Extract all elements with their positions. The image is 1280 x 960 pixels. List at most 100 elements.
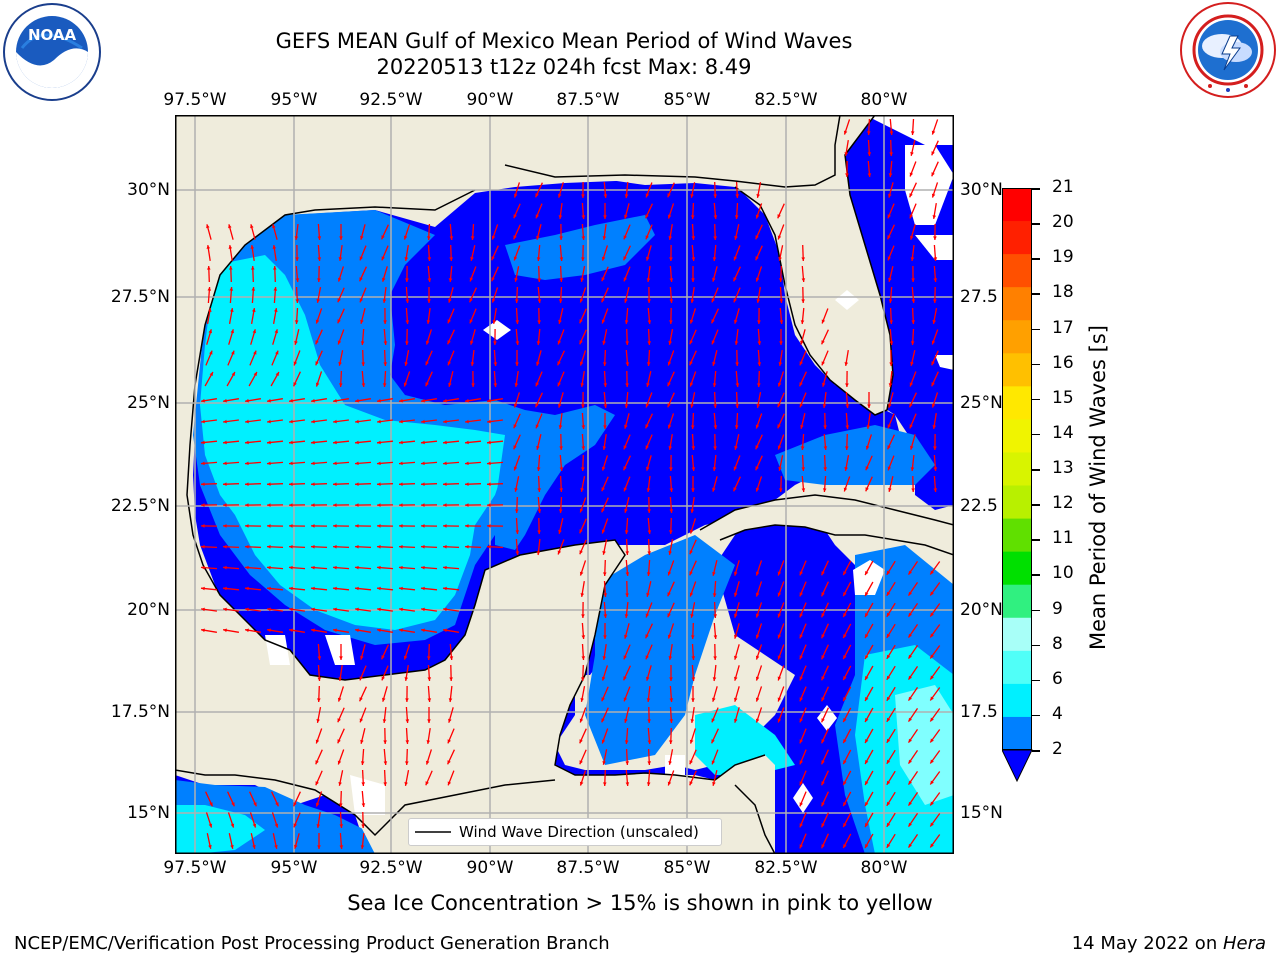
wave-direction-arrowhead <box>337 340 342 345</box>
wave-direction-arrowhead <box>360 845 365 849</box>
wave-direction-arrowhead <box>865 445 870 450</box>
wave-direction-arrowhead <box>536 361 540 366</box>
wave-direction-arrowhead <box>359 277 363 282</box>
wave-direction-arrowhead <box>711 340 715 345</box>
wave-direction-arrowhead <box>579 760 583 765</box>
wave-direction-arrowhead <box>889 341 894 345</box>
wave-direction-arrowhead <box>580 488 584 492</box>
wave-direction-arrowhead <box>223 398 227 403</box>
wave-direction-arrowhead <box>647 551 651 555</box>
wave-direction-arrowhead <box>712 571 716 576</box>
wave-direction-arrowhead <box>230 308 234 312</box>
wave-direction-arrowhead <box>933 236 937 240</box>
wave-direction-arrowhead <box>645 634 649 639</box>
wave-direction-arrowhead <box>930 591 934 596</box>
wave-direction-arrowhead <box>333 398 337 403</box>
wave-direction-arrowhead <box>689 781 693 786</box>
wave-direction-arrowhead <box>801 257 805 261</box>
wave-direction-arrowhead <box>931 382 935 387</box>
wave-direction-arrowhead <box>535 403 539 408</box>
wave-direction-arrowhead <box>315 739 320 744</box>
wave-direction-arrowhead <box>338 277 342 282</box>
wave-direction-arrowhead <box>601 529 606 534</box>
wave-direction-arrowhead <box>822 382 826 387</box>
wave-direction-arrowhead <box>799 781 803 786</box>
wave-direction-arrowhead <box>471 383 475 387</box>
wave-direction-arrowhead <box>908 570 912 575</box>
wave-direction-arrowhead <box>274 845 278 849</box>
wave-direction-arrowhead <box>229 266 233 270</box>
chart-subtitle: 20220513 t12z 024h fcst Max: 8.49 <box>376 55 752 79</box>
wave-direction-arrowhead <box>399 524 403 528</box>
wave-direction-arrowhead <box>381 235 385 240</box>
wave-direction-arrowhead <box>799 802 803 807</box>
wave-direction-arrowhead <box>930 759 934 764</box>
wave-direction-arrowhead <box>382 719 387 723</box>
wave-direction-arrowhead <box>311 482 315 486</box>
wave-direction-arrowhead <box>712 257 717 261</box>
wave-direction-arrowhead <box>865 592 869 596</box>
wave-direction-arrowhead <box>822 488 827 492</box>
wave-direction-arrowhead <box>515 551 520 555</box>
wave-direction-arrowhead <box>487 545 491 549</box>
wave-direction-arrowhead <box>602 551 606 555</box>
wave-direction-arrowhead <box>487 503 491 507</box>
wave-direction-arrowhead <box>447 319 451 324</box>
colorbar-extension <box>1001 749 1033 783</box>
wave-direction-arrowhead <box>487 482 491 486</box>
wave-direction-arrowhead <box>668 236 673 240</box>
wave-direction-arrowhead <box>355 461 359 466</box>
wave-direction-arrowhead <box>427 257 432 261</box>
wave-direction-arrowhead <box>537 530 541 534</box>
wave-direction-arrowhead <box>223 482 227 486</box>
wave-direction-arrowhead <box>289 586 293 591</box>
wave-direction-arrowhead <box>669 467 673 471</box>
wave-direction-arrowhead <box>624 214 628 219</box>
wave-direction-arrowhead <box>579 340 583 345</box>
wave-direction-arrowhead <box>734 235 738 240</box>
wave-direction-arrowhead <box>734 676 738 681</box>
wave-direction-arrowhead <box>930 843 934 848</box>
wave-direction-arrowhead <box>690 614 694 618</box>
colorbar <box>1001 188 1034 783</box>
wave-direction-arrowhead <box>252 308 256 312</box>
wave-direction-arrowhead <box>886 759 891 764</box>
wave-direction-arrowhead <box>712 487 716 492</box>
wave-direction-arrowhead <box>377 545 381 549</box>
wave-direction-arrowhead <box>623 697 628 702</box>
wave-direction-arrowhead <box>821 697 825 702</box>
legend-line-icon <box>415 831 451 833</box>
wave-direction-arrowhead <box>933 257 938 261</box>
wave-direction-arrowhead <box>579 529 583 534</box>
wave-direction-arrowhead <box>382 299 387 303</box>
wave-direction-arrowhead <box>821 718 825 723</box>
colorbar-tick-mark <box>1032 293 1040 295</box>
wave-direction-arrowhead <box>799 655 803 660</box>
colorbar-tick-label: 13 <box>1052 458 1074 478</box>
colorbar-band <box>1002 386 1032 420</box>
wave-direction-arrowhead <box>252 845 256 849</box>
wave-direction-arrowhead <box>311 628 315 633</box>
wave-direction-arrowhead <box>843 655 847 660</box>
wave-direction-arrowhead <box>645 403 650 408</box>
lon-label-bottom-80w: 80°W <box>860 858 908 878</box>
wave-direction-arrowhead <box>691 446 696 450</box>
wave-direction-arrowhead <box>579 571 584 576</box>
wave-direction-arrowhead <box>601 676 606 681</box>
wave-direction-arrowhead <box>886 591 891 596</box>
wave-direction-arrowhead <box>669 719 674 723</box>
wave-direction-arrowhead <box>625 761 629 765</box>
wave-direction-arrowhead <box>201 628 205 633</box>
wave-direction-arrowhead <box>201 440 205 445</box>
wave-direction-arrowhead <box>757 341 762 345</box>
colorbar-band <box>1002 287 1032 321</box>
wave-direction-arrowhead <box>712 383 717 387</box>
lon-label-top-97-5w: 97.5°W <box>163 90 227 110</box>
wave-direction-arrowhead <box>668 551 672 555</box>
wave-direction-arrowhead <box>734 613 738 618</box>
wave-direction-arrowhead <box>469 277 474 282</box>
wave-direction-arrowhead <box>908 843 912 848</box>
wave-direction-arrowhead <box>361 803 366 807</box>
wave-direction-arrowhead <box>691 635 695 639</box>
wave-direction-arrowhead <box>443 565 447 570</box>
